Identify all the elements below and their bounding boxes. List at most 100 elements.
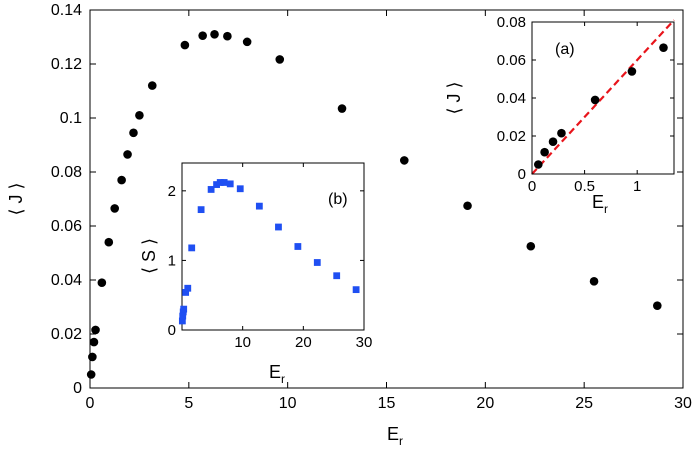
inset-b-data-point [236, 185, 244, 193]
main-x-tick-label: 10 [279, 395, 297, 412]
main-data-point [97, 278, 107, 288]
inset-b-annotation: (b) [328, 191, 348, 208]
inset-a-fit-line-segment [531, 19, 675, 175]
inset-a-y-tick-label: 0.04 [497, 90, 526, 107]
inset-a-y-axis-label: ⟨ J ⟩ [444, 81, 464, 114]
inset-a-data-point [548, 137, 558, 146]
main-data-point [242, 37, 252, 47]
inset-a-data-point [659, 43, 668, 52]
main-data-point [123, 150, 132, 159]
inset-b-x-tick-label: 10 [234, 334, 251, 351]
inset-a-data-point [590, 95, 600, 105]
inset-a-fit-line [531, 19, 675, 175]
inset-b-x-tick-label: 20 [295, 334, 312, 351]
inset-a-data-point [557, 128, 566, 138]
main-x-tick-label: 15 [378, 395, 396, 412]
main-x-tick-label: 5 [184, 395, 193, 412]
main-data-point [91, 325, 100, 335]
inset-a-data-points [534, 43, 668, 169]
main-data-point [210, 30, 219, 39]
main-y-tick-label: 0.08 [51, 164, 82, 181]
main-data-point [110, 204, 120, 213]
main-data-point [117, 175, 126, 185]
main-data-points [86, 30, 662, 379]
main-y-tick-label: 0.04 [51, 272, 82, 289]
inset-b-x-axis-label: Er [269, 362, 285, 386]
main-y-tick-label: 0.06 [51, 218, 82, 235]
main-data-point [275, 55, 285, 64]
inset-b-data-point [184, 284, 192, 292]
main-x-tick-label: 0 [86, 395, 95, 412]
main-x-tick-label: 30 [674, 395, 692, 412]
main-y-axis-label: ⟨ J ⟩ [6, 182, 26, 215]
inset-b-frame [181, 162, 365, 331]
main-x-tick-label: 20 [476, 395, 494, 412]
inset-b-y-ticks: 0 1 2 [168, 183, 364, 339]
inset-b-data-point [255, 202, 263, 210]
inset-b-data-point [216, 179, 224, 186]
inset-a-x-tick-label: 1 [633, 178, 641, 195]
main-data-point [589, 277, 599, 286]
main-data-point [89, 337, 99, 347]
inset-b-data-point [213, 181, 220, 188]
inset-a-y-tick-label: 0.06 [497, 52, 526, 69]
main-x-tick-label: 25 [575, 395, 593, 412]
inset-b-data-point [179, 312, 187, 320]
main-y-tick-label: 0 [73, 380, 82, 397]
inset-b-data-point [178, 317, 186, 325]
inset-a-data-point [540, 147, 549, 157]
main-data-point [180, 40, 190, 50]
main-x-ticks: 0 5 10 15 20 25 30 [86, 10, 692, 412]
inset-a-y-ticks: 0 0.02 0.04 0.06 0.08 [497, 14, 674, 183]
inset-b-x-tick-label: 30 [356, 334, 373, 351]
main-y-tick-label: 0.1 [60, 110, 82, 127]
main-data-point [135, 111, 144, 120]
main-data-point [104, 237, 114, 247]
inset-b-y-tick-label: 1 [168, 252, 176, 269]
main-data-point [86, 370, 96, 379]
main-y-tick-label: 0.12 [51, 56, 82, 73]
inset-b-data-point [197, 206, 205, 214]
inset-a-x-ticks: 0 0.5 1 [528, 22, 641, 195]
main-y-ticks: 0 0.02 0.04 0.06 0.08 0.1 0.12 0.14 [51, 2, 683, 397]
inset-a-x-tick-label: 0.5 [574, 178, 595, 195]
main-data-point [88, 352, 97, 362]
inset-b-y-tick-label: 0 [168, 322, 176, 339]
inset-a: 0 0.5 1 00.020.040.060.08 (a) Er ⟨ J ⟩ [444, 14, 675, 216]
inset-b-data-point [352, 286, 360, 294]
inset-a-y-tick-label: 0.08 [497, 14, 526, 31]
main-y-tick-label: 0.02 [51, 326, 82, 343]
inset-b-data-points [178, 179, 360, 325]
main-x-axis-label: Er [387, 424, 403, 448]
inset-b-data-point [333, 272, 341, 280]
main-data-point [147, 81, 157, 90]
inset-a-x-tick-label: 0 [528, 178, 536, 195]
main-data-point [653, 301, 662, 310]
main-data-point [526, 241, 536, 251]
inset-a-y-tick-label: 0 [518, 166, 526, 183]
inset-b-data-point [294, 243, 302, 250]
inset-b-data-point [180, 305, 188, 313]
inset-b-x-ticks: 10 20 30 [234, 163, 372, 351]
inset-b-data-point [226, 180, 234, 188]
inset-b-data-point [182, 289, 190, 296]
inset-b-data-point [207, 186, 215, 193]
inset-b-data-point [275, 223, 282, 231]
main-data-point [223, 31, 232, 41]
inset-b-data-point [220, 179, 228, 186]
main-data-point [463, 201, 472, 211]
main-y-tick-label: 0.14 [51, 2, 82, 19]
inset-a-data-point [627, 67, 637, 76]
main-data-point [198, 31, 207, 40]
inset-b-y-tick-label: 2 [168, 183, 176, 200]
inset-a-annotation: (a) [555, 41, 575, 58]
main-data-point [129, 128, 138, 138]
main-data-point [399, 156, 409, 165]
inset-b-y-axis-label: ⟨ S ⟩ [139, 238, 159, 274]
inset-a-x-axis-label: Er [592, 192, 608, 216]
main-data-point [337, 104, 347, 113]
inset-a-data-point [534, 160, 543, 169]
inset-b-data-point [313, 259, 321, 266]
inset-b: 10 20 30 0 1 2 (b) Er ⟨ S ⟩ [139, 162, 372, 386]
